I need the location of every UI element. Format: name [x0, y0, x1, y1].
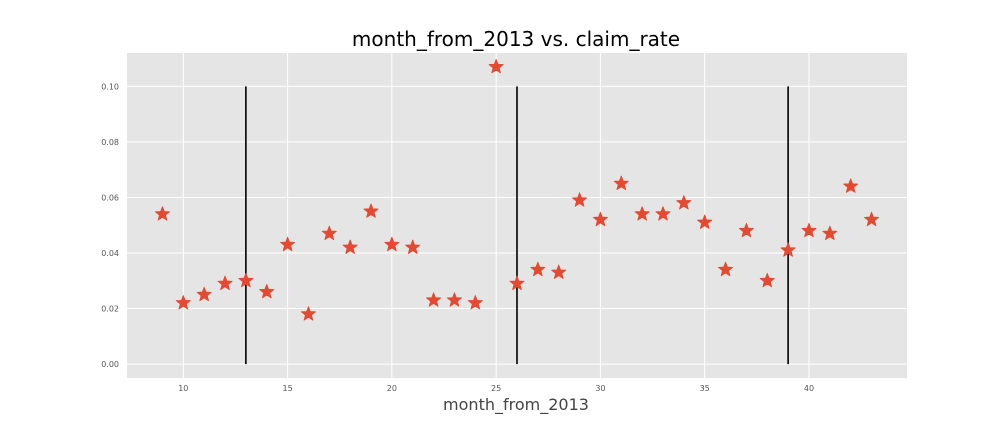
- star-point: [175, 295, 191, 310]
- star-point: [488, 58, 504, 74]
- y-tick-label: 0.04: [101, 249, 119, 258]
- x-axis-label: month_from_2013: [443, 395, 589, 415]
- star-point: [426, 292, 442, 307]
- x-tick-label: 35: [700, 384, 710, 393]
- y-tick-label: 0.02: [101, 305, 119, 314]
- star-point: [259, 283, 275, 299]
- star-point: [509, 275, 525, 291]
- star-point: [676, 195, 692, 210]
- y-axis-ticks: 0.00 0.02 0.04 0.06 0.08 0.10: [101, 82, 119, 369]
- star-point: [801, 222, 817, 238]
- y-tick-label: 0.10: [101, 82, 119, 91]
- star-point: [551, 264, 567, 279]
- star-point: [384, 236, 400, 252]
- y-tick-label: 0.08: [101, 138, 119, 147]
- star-point: [300, 306, 316, 321]
- star-point: [446, 292, 462, 307]
- x-tick-label: 20: [387, 384, 397, 393]
- x-tick-label: 25: [491, 384, 501, 393]
- star-point: [467, 295, 483, 310]
- chart-title: month_from_2013 vs. claim_rate: [352, 27, 680, 51]
- star-point: [280, 236, 296, 252]
- x-axis-ticks: 10 15 20 25 30 35 40: [178, 384, 814, 393]
- star-point: [217, 275, 233, 291]
- star-point: [196, 286, 212, 302]
- star-point: [864, 211, 880, 227]
- star-point: [697, 214, 713, 229]
- x-tick-label: 30: [595, 384, 605, 393]
- star-point: [780, 242, 796, 257]
- x-tick-label: 10: [178, 384, 188, 393]
- star-point: [154, 206, 170, 221]
- y-tick-label: 0.00: [101, 360, 119, 369]
- data-points: [154, 58, 880, 321]
- star-point: [238, 272, 254, 288]
- star-point: [613, 175, 629, 191]
- star-point: [634, 206, 650, 221]
- star-point: [822, 225, 838, 241]
- star-point: [655, 206, 671, 221]
- star-point: [321, 225, 337, 241]
- vertical-lines: [245, 86, 789, 365]
- star-point: [405, 239, 421, 254]
- star-point: [759, 272, 775, 288]
- y-tick-label: 0.06: [101, 193, 119, 202]
- star-point: [342, 239, 358, 254]
- star-point: [572, 192, 588, 207]
- star-point: [592, 211, 608, 227]
- star-point: [530, 261, 546, 277]
- star-point: [718, 261, 734, 277]
- star-point: [363, 203, 379, 218]
- x-tick-label: 15: [282, 384, 292, 393]
- x-tick-label: 40: [804, 384, 814, 393]
- star-point: [843, 178, 859, 193]
- star-point: [738, 222, 754, 238]
